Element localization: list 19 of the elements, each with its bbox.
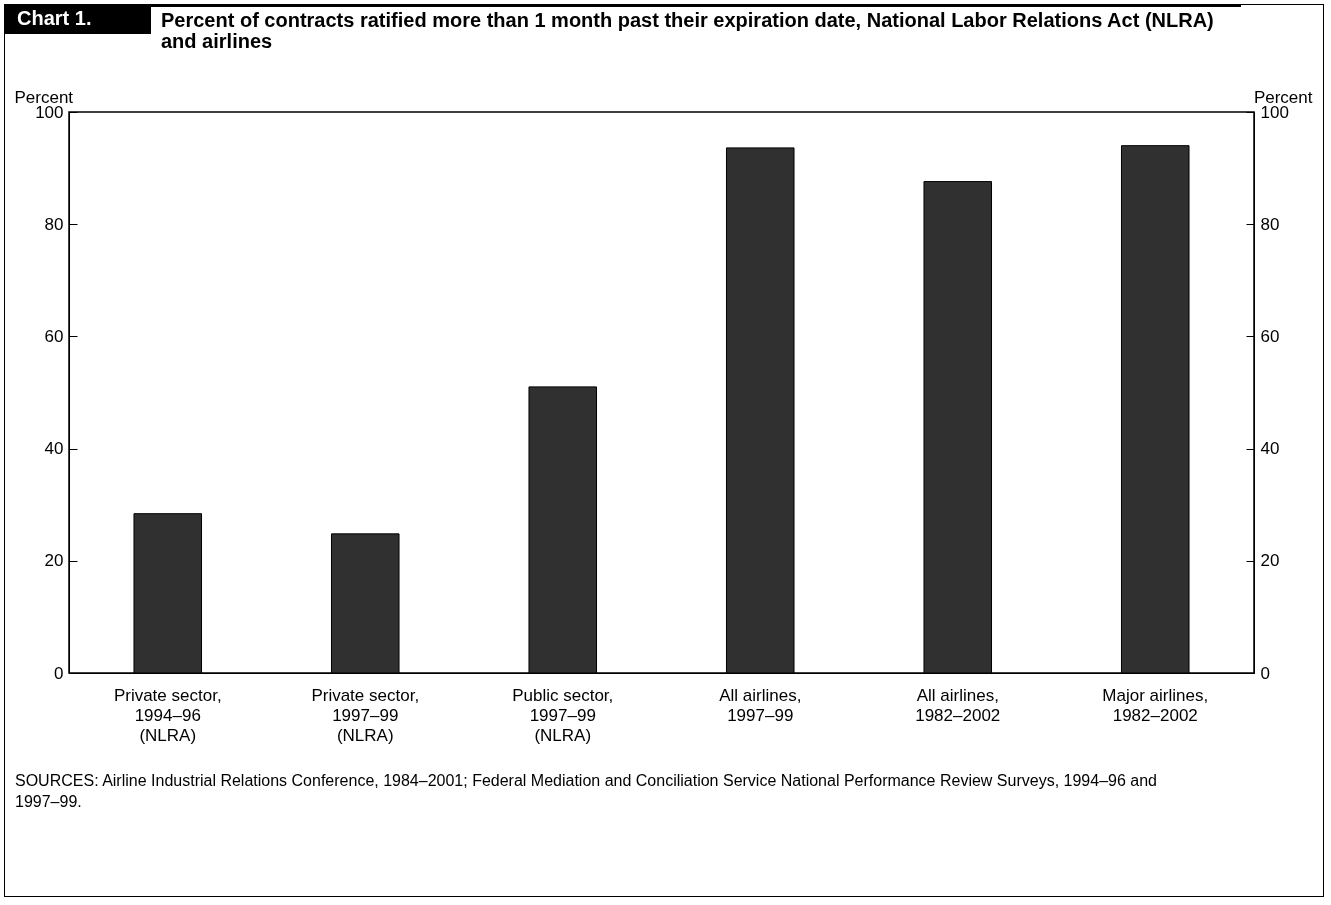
chart-title: Percent of contracts ratified more than 1 month past their expiration date, National Labor Relations Act (NLRA) and airlines [151,5,1241,52]
x-tick-label: Public sector, 1997–99 (NLRA) [512,685,614,745]
y2-tick-label: 60 [1260,326,1280,346]
y-tick-label: 80 [44,214,64,234]
y2-tick-label: 40 [1260,439,1280,459]
x-tick-label: Private sector, 1997–99 (NLRA) [311,685,420,745]
x-tick-label: Private sector, 1994–96 (NLRA) [113,685,222,745]
y-tick-label: 60 [44,326,64,346]
y-tick-label: 20 [44,551,64,571]
y-tick-label: 0 [54,663,64,683]
source-note: SOURCES: Airline Industrial Relations Conference, 1984–2001; Federal Mediation and Conciliation Service National Performance Review Surveys, 1994–96 and 1997–99. [15,771,1158,812]
caption: Chart 1. [5,5,151,34]
x-tick-label: All airlines, 1997–99 [719,685,802,725]
y2-tick-label: 80 [1260,214,1280,234]
x-tick-label: Major airlines, 1982–2002 [1102,685,1209,725]
y2-tick-label: 0 [1260,663,1270,683]
x-tick-label: All airlines, 1982–2002 [915,685,1001,725]
y2-tick-label: 20 [1260,551,1280,571]
y-tick-label: 40 [44,439,64,459]
